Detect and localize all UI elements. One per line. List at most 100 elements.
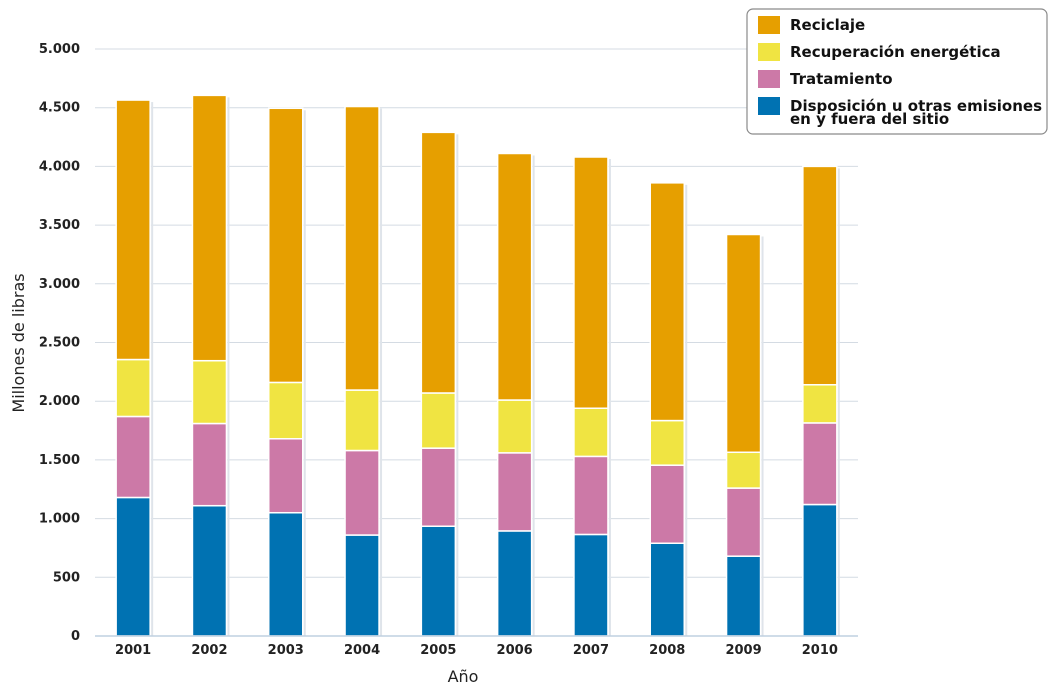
bar-stack-2007 [573, 156, 611, 637]
bar-segment-3-2009 [725, 451, 762, 489]
bar-segment-2-2010 [802, 422, 838, 506]
bar-segment-2-2009 [725, 487, 762, 557]
bars [115, 94, 840, 637]
bar-segment-3-2004 [344, 389, 380, 452]
bar-segment-2-2008 [649, 464, 685, 545]
y-tick-label: 4.000 [39, 159, 80, 174]
bar-segment-1-2010 [802, 503, 838, 637]
bar-segment-3-2008 [649, 419, 685, 466]
bar-stack-2008 [649, 182, 688, 637]
bar-segment-3-2002 [191, 359, 228, 425]
bar-shadow [151, 102, 154, 637]
x-tick-label: 2009 [725, 643, 761, 658]
bar-segment-1-2003 [268, 511, 304, 637]
legend-swatch [758, 97, 780, 115]
x-tick-label: 2008 [649, 643, 685, 658]
bar-shadow [532, 155, 535, 636]
bar-shadow [456, 134, 459, 636]
y-tick-label: 4.500 [39, 101, 80, 116]
y-tick-label: 5.000 [39, 42, 80, 57]
y-tick-label: 2.500 [39, 336, 80, 351]
bar-segment-4-2001 [115, 99, 151, 361]
bar-segment-4-2009 [725, 233, 762, 454]
bar-stack-2005 [420, 131, 459, 637]
x-tick-label: 2006 [497, 643, 533, 658]
bar-segment-2-2006 [496, 452, 533, 532]
bar-stack-2003 [268, 107, 306, 637]
bar-shadow [303, 110, 306, 637]
y-tick-label: 0 [71, 629, 80, 644]
bar-segment-3-2001 [115, 358, 151, 418]
legend-item: Reciclaje [758, 16, 865, 34]
bar-stack-2004 [344, 105, 383, 637]
bar-stack-2006 [496, 152, 535, 637]
y-tick-label: 1.500 [39, 453, 80, 468]
x-tick-label: 2005 [420, 643, 456, 658]
bar-stack-2001 [115, 99, 154, 637]
legend-label: Disposición u otras emisiones [790, 97, 1042, 115]
bar-segment-4-2007 [573, 156, 609, 409]
bar-segment-2-2002 [191, 422, 228, 507]
y-tick-label: 1.000 [39, 512, 80, 527]
bar-segment-2-2003 [268, 438, 304, 514]
x-axis-title: Año [448, 667, 479, 686]
bar-segment-1-2007 [573, 533, 609, 637]
y-tick-label: 500 [53, 570, 80, 585]
bar-shadow [837, 168, 840, 636]
bar-shadow [380, 108, 383, 636]
bar-shadow [685, 184, 688, 636]
bar-segment-4-2002 [191, 94, 228, 362]
bar-segment-4-2010 [802, 165, 838, 386]
legend-label: Tratamiento [790, 70, 893, 88]
legend-item: Recuperación energética [758, 43, 1001, 61]
bar-segment-2-2005 [420, 447, 457, 527]
y-axis-title: Millones de libras [9, 273, 28, 412]
x-tick-label: 2004 [344, 643, 380, 658]
legend-swatch [758, 43, 780, 61]
bar-segment-4-2004 [344, 105, 380, 391]
bar-segment-1-2006 [496, 530, 533, 637]
bar-segment-2-2001 [115, 415, 151, 499]
bar-stack-2010 [802, 165, 840, 637]
legend-label: en y fuera del sitio [790, 110, 949, 128]
x-tick-label: 2007 [573, 643, 609, 658]
bar-segment-2-2004 [344, 449, 380, 536]
x-tick-label: 2001 [115, 643, 151, 658]
legend-label: Recuperación energética [790, 43, 1001, 61]
y-tick-label: 3.000 [39, 277, 80, 292]
bar-segment-1-2001 [115, 496, 151, 637]
bar-shadow [608, 159, 611, 636]
bar-segment-3-2010 [802, 384, 838, 424]
bar-shadow [761, 236, 764, 636]
bar-segment-3-2005 [420, 392, 457, 449]
x-axis-ticks: 2001 2002 2003 2004 2005 2006 2007 2008 2009 2010 [115, 643, 838, 658]
legend-label: Reciclaje [790, 16, 865, 34]
bar-segment-4-2008 [649, 182, 685, 422]
bar-segment-1-2005 [420, 525, 457, 637]
legend-swatch [758, 16, 780, 34]
x-tick-label: 2010 [802, 643, 838, 658]
bar-segment-2-2007 [573, 455, 609, 536]
y-axis-ticks: 0 500 1.000 1.500 2.000 2.500 3.000 3.500 4.000 4… [39, 42, 80, 644]
y-tick-label: 2.000 [39, 394, 80, 409]
legend-swatch [758, 70, 780, 88]
bar-segment-4-2003 [268, 107, 304, 384]
bar-segment-4-2005 [420, 131, 457, 394]
bar-segment-3-2006 [496, 399, 533, 454]
bar-shadow [227, 97, 230, 637]
x-tick-label: 2003 [268, 643, 304, 658]
legend-item: Tratamiento [758, 70, 893, 88]
bar-stack-2002 [191, 94, 230, 637]
bar-segment-1-2008 [649, 542, 685, 637]
y-tick-label: 3.500 [39, 218, 80, 233]
bar-segment-4-2006 [496, 152, 533, 401]
bar-stack-2009 [725, 233, 764, 637]
bar-segment-1-2002 [191, 504, 228, 637]
legend-box [746, 8, 1048, 135]
bar-segment-3-2007 [573, 407, 609, 458]
bar-segment-1-2004 [344, 534, 380, 637]
x-tick-label: 2002 [191, 643, 227, 658]
legend: Reciclaje Recuperación energética Tratamie… [746, 8, 1048, 135]
